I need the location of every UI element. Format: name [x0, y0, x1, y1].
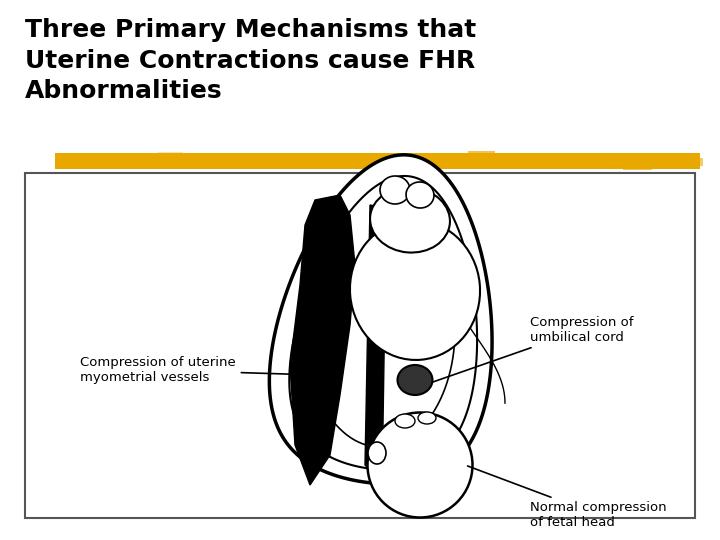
Bar [494, 153, 523, 169]
Bar [339, 157, 365, 168]
Bar [442, 158, 472, 166]
Text: Normal compression
of fetal head: Normal compression of fetal head [467, 466, 667, 529]
Ellipse shape [380, 176, 410, 204]
Bar [468, 151, 495, 168]
Text: Three Primary Mechanisms that
Uterine Contractions cause FHR
Abnormalities: Three Primary Mechanisms that Uterine Co… [25, 18, 476, 103]
Bar [519, 153, 545, 168]
Bar [287, 153, 315, 166]
Text: Compression of
umbilical cord: Compression of umbilical cord [433, 316, 634, 382]
Bar [545, 155, 570, 165]
Ellipse shape [370, 187, 450, 253]
Ellipse shape [368, 442, 386, 464]
Bar [674, 158, 703, 166]
Bar [55, 153, 700, 169]
Text: Compression of uterine
myometrial vessels: Compression of uterine myometrial vessel… [80, 356, 314, 384]
Bar [81, 155, 110, 167]
Bar [390, 156, 418, 167]
Ellipse shape [350, 220, 480, 360]
Bar [313, 153, 340, 167]
Polygon shape [289, 176, 477, 470]
Bar [158, 152, 184, 169]
Ellipse shape [418, 412, 436, 424]
Polygon shape [290, 195, 355, 485]
Ellipse shape [406, 182, 434, 208]
Bar [649, 158, 672, 168]
Bar [261, 156, 287, 166]
Bar [25, 173, 695, 518]
Bar [623, 154, 652, 170]
Ellipse shape [397, 365, 433, 395]
Ellipse shape [367, 413, 472, 517]
Bar [210, 152, 239, 165]
Bar [235, 156, 264, 165]
Bar [571, 154, 595, 166]
Ellipse shape [395, 414, 415, 428]
Bar [55, 157, 79, 168]
Polygon shape [269, 155, 492, 484]
Bar [597, 155, 626, 167]
Bar [416, 156, 441, 168]
Bar [364, 157, 390, 168]
Bar [132, 153, 158, 163]
Polygon shape [365, 205, 385, 475]
Bar [184, 159, 212, 168]
Bar [107, 154, 132, 168]
